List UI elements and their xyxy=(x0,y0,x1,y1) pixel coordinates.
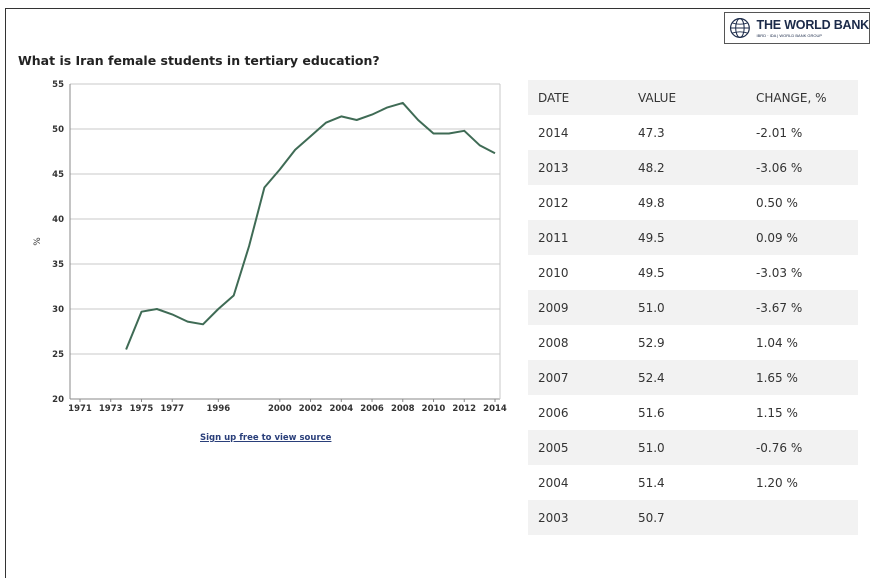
x-tick-label: 2010 xyxy=(422,404,446,414)
cell-value: 51.4 xyxy=(637,475,665,490)
header-change: CHANGE, % xyxy=(745,80,858,115)
cell-date: 2005 xyxy=(528,430,628,465)
logo-name: THE WORLD BANK xyxy=(756,18,870,32)
table-row: 2011 49.5 0.09 % xyxy=(528,220,858,255)
x-tick-label: 1977 xyxy=(160,404,184,414)
cell-change xyxy=(745,500,858,535)
cell-value: 51.0 xyxy=(627,290,746,325)
cell-value: 49.5 xyxy=(627,220,746,255)
cell-change: -3.03 % xyxy=(755,265,803,280)
table-row: 2006 51.6 1.15 % xyxy=(528,395,858,430)
y-axis-label: % xyxy=(33,237,43,246)
x-tick-label: 1975 xyxy=(130,404,154,414)
screenshot-frame xyxy=(5,8,870,578)
table-row: 2004 51.4 1.20 % xyxy=(528,465,858,500)
cell-change: -0.76 % xyxy=(745,430,858,465)
cell-date: 2013 xyxy=(528,150,628,185)
cell-change: 0.09 % xyxy=(745,220,858,255)
cell-value: 47.3 xyxy=(637,125,665,140)
cell-change: 1.65 % xyxy=(745,360,858,395)
sign-up-source-link[interactable]: Sign up free to view source xyxy=(200,433,332,443)
cell-date: 2009 xyxy=(528,290,628,325)
y-tick-label: 35 xyxy=(52,260,64,270)
y-tick-label: 25 xyxy=(52,350,64,360)
x-tick-label: 2002 xyxy=(299,404,323,414)
table-row: 2013 48.2 -3.06 % xyxy=(528,150,858,185)
x-tick-label: 2012 xyxy=(452,404,476,414)
cell-date: 2008 xyxy=(538,335,569,350)
x-tick-label: 2014 xyxy=(483,404,507,414)
world-bank-logo[interactable]: THE WORLD BANK IBRD · IDA | WORLD BANK G… xyxy=(724,12,870,44)
cell-date: 2012 xyxy=(538,195,569,210)
cell-value: 51.0 xyxy=(627,430,746,465)
table-header-row: DATE VALUE CHANGE, % xyxy=(528,80,858,115)
x-tick-label: 2008 xyxy=(391,404,415,414)
cell-change: -3.06 % xyxy=(745,150,858,185)
cell-date: 2007 xyxy=(528,360,628,395)
cell-value: 49.8 xyxy=(637,195,665,210)
cell-value: 52.9 xyxy=(637,335,665,350)
table-row: 2003 50.7 xyxy=(528,500,858,535)
x-tick-label: 2004 xyxy=(329,404,353,414)
header-date: DATE xyxy=(528,80,628,115)
x-tick-label: 2006 xyxy=(360,404,384,414)
cell-change: 1.15 % xyxy=(755,405,798,420)
x-tick-label: 1973 xyxy=(99,404,123,414)
cell-change: -3.67 % xyxy=(745,290,858,325)
logo-subtitle: IBRD · IDA | WORLD BANK GROUP xyxy=(756,33,823,38)
cell-date: 2011 xyxy=(528,220,628,255)
table-row: 2012 49.8 0.50 % xyxy=(528,185,858,220)
x-tick-label: 1971 xyxy=(68,404,92,414)
cell-date: 2014 xyxy=(538,125,569,140)
cell-value: 50.7 xyxy=(627,500,746,535)
cell-date: 2004 xyxy=(538,475,569,490)
cell-value: 51.6 xyxy=(637,405,665,420)
cell-value: 52.4 xyxy=(627,360,746,395)
line-chart: 20 25 30 35 40 45 50 55% 1971 1973 1975 1977 1996 200… xyxy=(33,80,507,414)
cell-change: 0.50 % xyxy=(755,195,798,210)
chart-title: What is Iran female students in tertiary… xyxy=(18,53,380,68)
cell-value: 48.2 xyxy=(627,150,746,185)
cell-change: 1.20 % xyxy=(755,475,798,490)
table-row: 2008 52.9 1.04 % xyxy=(528,325,858,360)
x-tick-label: 1996 xyxy=(206,404,230,414)
table-row: 2009 51.0 -3.67 % xyxy=(528,290,858,325)
header-value: VALUE xyxy=(627,80,746,115)
table-row: 2010 49.5 -3.03 % xyxy=(528,255,858,290)
cell-date: 2006 xyxy=(538,405,569,420)
series-line xyxy=(125,101,496,350)
globe-icon xyxy=(729,18,750,38)
data-table: DATE VALUE CHANGE, % 2014 47.3 -2.01 % 201… xyxy=(528,80,858,535)
y-tick-label: 40 xyxy=(52,215,64,225)
y-tick-label: 55 xyxy=(52,80,64,90)
y-tick-label: 20 xyxy=(52,395,64,405)
cell-date: 2003 xyxy=(528,500,628,535)
cell-value: 49.5 xyxy=(637,265,665,280)
table-row: 2007 52.4 1.65 % xyxy=(528,360,858,395)
x-tick-label: 2000 xyxy=(268,404,292,414)
cell-change: -2.01 % xyxy=(755,125,803,140)
y-tick-label: 50 xyxy=(52,125,64,135)
y-tick-label: 45 xyxy=(52,170,64,180)
cell-change: 1.04 % xyxy=(755,335,798,350)
cell-date: 2010 xyxy=(538,265,569,280)
table-row: 2014 47.3 -2.01 % xyxy=(528,115,858,150)
table-row: 2005 51.0 -0.76 % xyxy=(528,430,858,465)
y-tick-label: 30 xyxy=(52,305,64,315)
